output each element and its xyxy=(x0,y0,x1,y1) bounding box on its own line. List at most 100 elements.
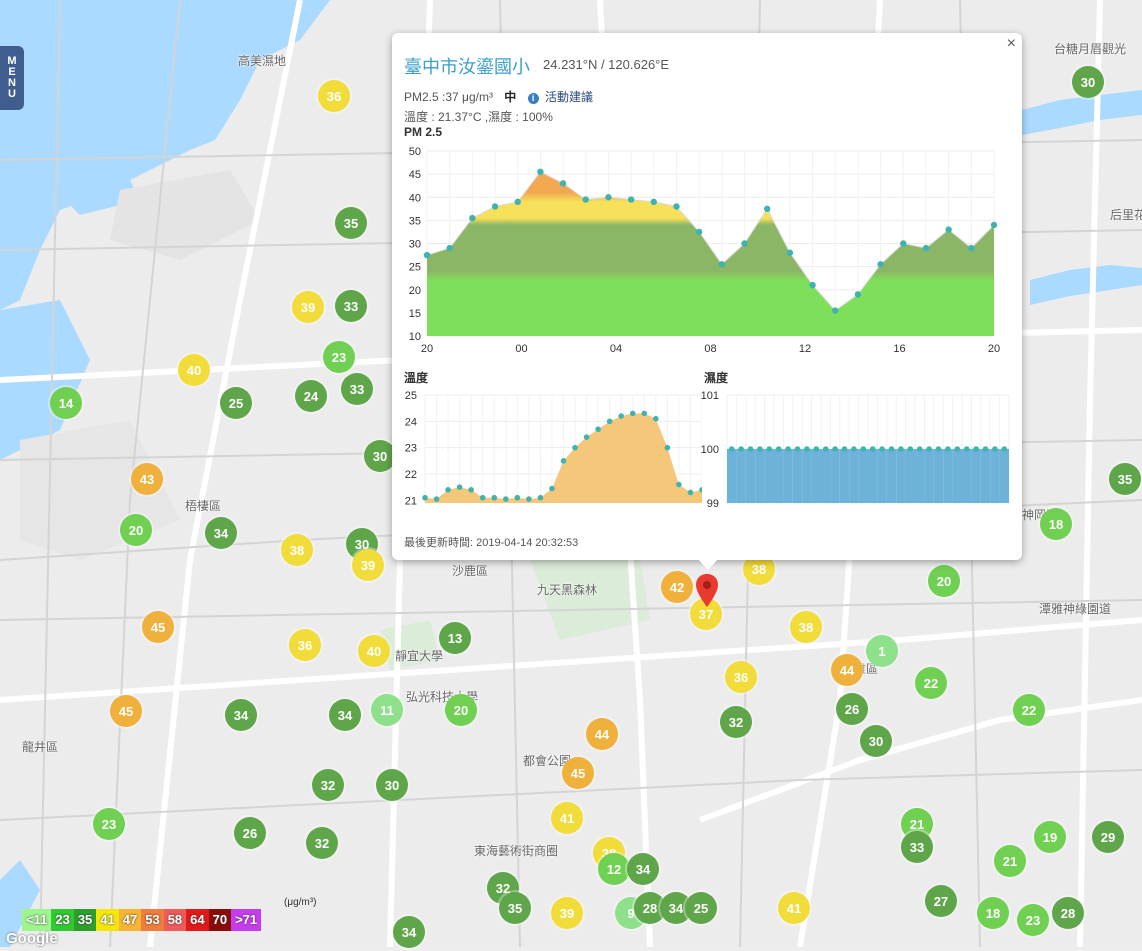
station-marker[interactable]: 42 xyxy=(661,571,693,603)
station-marker[interactable]: 26 xyxy=(836,693,868,725)
y-tick-label: 25 xyxy=(405,390,417,402)
station-marker[interactable]: 30 xyxy=(376,769,408,801)
station-marker[interactable]: 35 xyxy=(1109,463,1141,495)
station-marker[interactable]: 21 xyxy=(994,845,1026,877)
station-marker[interactable]: 35 xyxy=(499,892,531,924)
station-marker[interactable]: 23 xyxy=(323,341,355,373)
pm-point xyxy=(673,203,680,210)
station-marker[interactable]: 33 xyxy=(335,290,367,322)
station-marker[interactable]: 43 xyxy=(131,463,163,495)
station-marker[interactable]: 36 xyxy=(289,629,321,661)
pm-point xyxy=(650,198,657,206)
pm-point xyxy=(537,168,544,176)
temp-point xyxy=(606,418,613,425)
temp-point xyxy=(583,434,590,440)
station-marker[interactable]: 25 xyxy=(220,387,252,419)
station-marker[interactable]: 44 xyxy=(831,654,863,686)
station-marker[interactable]: 18 xyxy=(1040,508,1072,540)
station-marker[interactable]: 39 xyxy=(352,549,384,581)
station-marker[interactable]: 23 xyxy=(1017,904,1049,936)
station-marker[interactable]: 35 xyxy=(335,207,367,239)
station-marker[interactable]: 45 xyxy=(142,611,174,643)
station-marker[interactable]: 33 xyxy=(341,373,373,405)
legend-cell: <11 xyxy=(22,909,52,931)
station-marker[interactable]: 38 xyxy=(281,534,313,566)
station-marker[interactable]: 20 xyxy=(445,694,477,726)
station-marker[interactable]: 14 xyxy=(50,387,82,419)
station-marker[interactable]: 41 xyxy=(551,802,583,834)
close-icon[interactable]: × xyxy=(1006,35,1016,52)
station-marker[interactable]: 33 xyxy=(901,831,933,863)
station-marker[interactable]: 1 xyxy=(866,635,898,667)
station-marker[interactable]: 25 xyxy=(685,892,717,924)
area-tunghai-art: 東海藝術街商圈 xyxy=(474,844,559,858)
station-marker[interactable]: 12 xyxy=(598,853,630,885)
legend-cell: 41 xyxy=(96,909,119,931)
humidity-bar xyxy=(774,449,784,503)
station-marker[interactable]: 44 xyxy=(586,718,618,750)
activity-advice-link[interactable]: 活動建議 xyxy=(545,90,594,104)
station-marker[interactable]: 41 xyxy=(778,892,810,924)
temp-point xyxy=(514,494,521,501)
station-marker[interactable]: 38 xyxy=(790,611,822,643)
station-marker[interactable]: 22 xyxy=(915,667,947,699)
pm-point xyxy=(514,198,521,206)
station-marker[interactable]: 22 xyxy=(1013,694,1045,726)
station-marker[interactable]: 45 xyxy=(110,695,142,727)
station-marker[interactable]: 30 xyxy=(860,725,892,757)
pm-point xyxy=(968,244,975,252)
pm-reading: PM2.5 :37 μg/m³ xyxy=(404,90,493,104)
station-marker[interactable]: 28 xyxy=(1052,897,1084,929)
station-marker[interactable]: 36 xyxy=(318,80,350,112)
station-marker[interactable]: 11 xyxy=(371,694,403,726)
info-icon[interactable]: i xyxy=(527,93,539,104)
pm-point xyxy=(582,196,589,203)
station-marker[interactable]: 29 xyxy=(1092,821,1124,853)
station-marker[interactable]: 13 xyxy=(439,622,471,654)
station-marker[interactable]: 40 xyxy=(178,354,210,386)
station-marker[interactable]: 26 xyxy=(234,817,266,849)
station-marker[interactable]: 40 xyxy=(358,635,390,667)
station-marker[interactable]: 20 xyxy=(120,514,152,546)
y-tick-label: 24 xyxy=(405,416,417,428)
humidity-bar xyxy=(727,449,737,503)
station-marker[interactable]: 34 xyxy=(329,699,361,731)
station-marker[interactable]: 39 xyxy=(551,897,583,929)
humidity-point xyxy=(888,446,895,452)
temp-point xyxy=(664,444,671,451)
temp-point xyxy=(687,489,694,496)
station-marker[interactable]: 30 xyxy=(1072,66,1104,98)
humidity-bar xyxy=(736,449,746,503)
legend-cell: 23 xyxy=(51,909,74,931)
humidity-bar xyxy=(839,449,850,503)
selected-station-pin-icon[interactable] xyxy=(695,573,719,609)
station-name: 臺中市汝鎏國小 xyxy=(404,57,530,78)
station-marker[interactable]: 18 xyxy=(977,897,1009,929)
humidity-point xyxy=(898,446,904,452)
humidity-point xyxy=(813,446,820,452)
humidity-point xyxy=(775,446,782,452)
station-marker[interactable]: 34 xyxy=(393,916,425,948)
station-marker[interactable]: 45 xyxy=(562,757,594,789)
station-marker[interactable]: 32 xyxy=(312,769,344,801)
pm-legend: <11 23 35 41 47 53 58 64 70 >71 xyxy=(22,909,262,931)
station-marker[interactable]: 34 xyxy=(205,517,237,549)
station-marker[interactable]: 34 xyxy=(627,853,659,885)
station-marker[interactable]: 34 xyxy=(225,699,257,731)
area-kaomei-wetland: 高美濕地 xyxy=(238,54,287,68)
station-marker[interactable]: 30 xyxy=(364,440,396,472)
humidity-bar xyxy=(962,449,972,503)
humidity-point xyxy=(860,446,867,452)
station-marker[interactable]: 32 xyxy=(720,706,752,738)
station-coords: 24.231°N / 120.626°E xyxy=(543,57,670,72)
area-shalu: 沙鹿區 xyxy=(452,564,489,578)
station-marker[interactable]: 27 xyxy=(925,885,957,917)
station-marker[interactable]: 36 xyxy=(725,661,757,693)
station-marker[interactable]: 23 xyxy=(93,808,125,840)
station-marker[interactable]: 39 xyxy=(292,291,324,323)
station-marker[interactable]: 24 xyxy=(295,380,327,412)
station-marker[interactable]: 19 xyxy=(1034,821,1066,853)
station-marker[interactable]: 32 xyxy=(306,827,338,859)
station-marker[interactable]: 20 xyxy=(928,565,960,597)
